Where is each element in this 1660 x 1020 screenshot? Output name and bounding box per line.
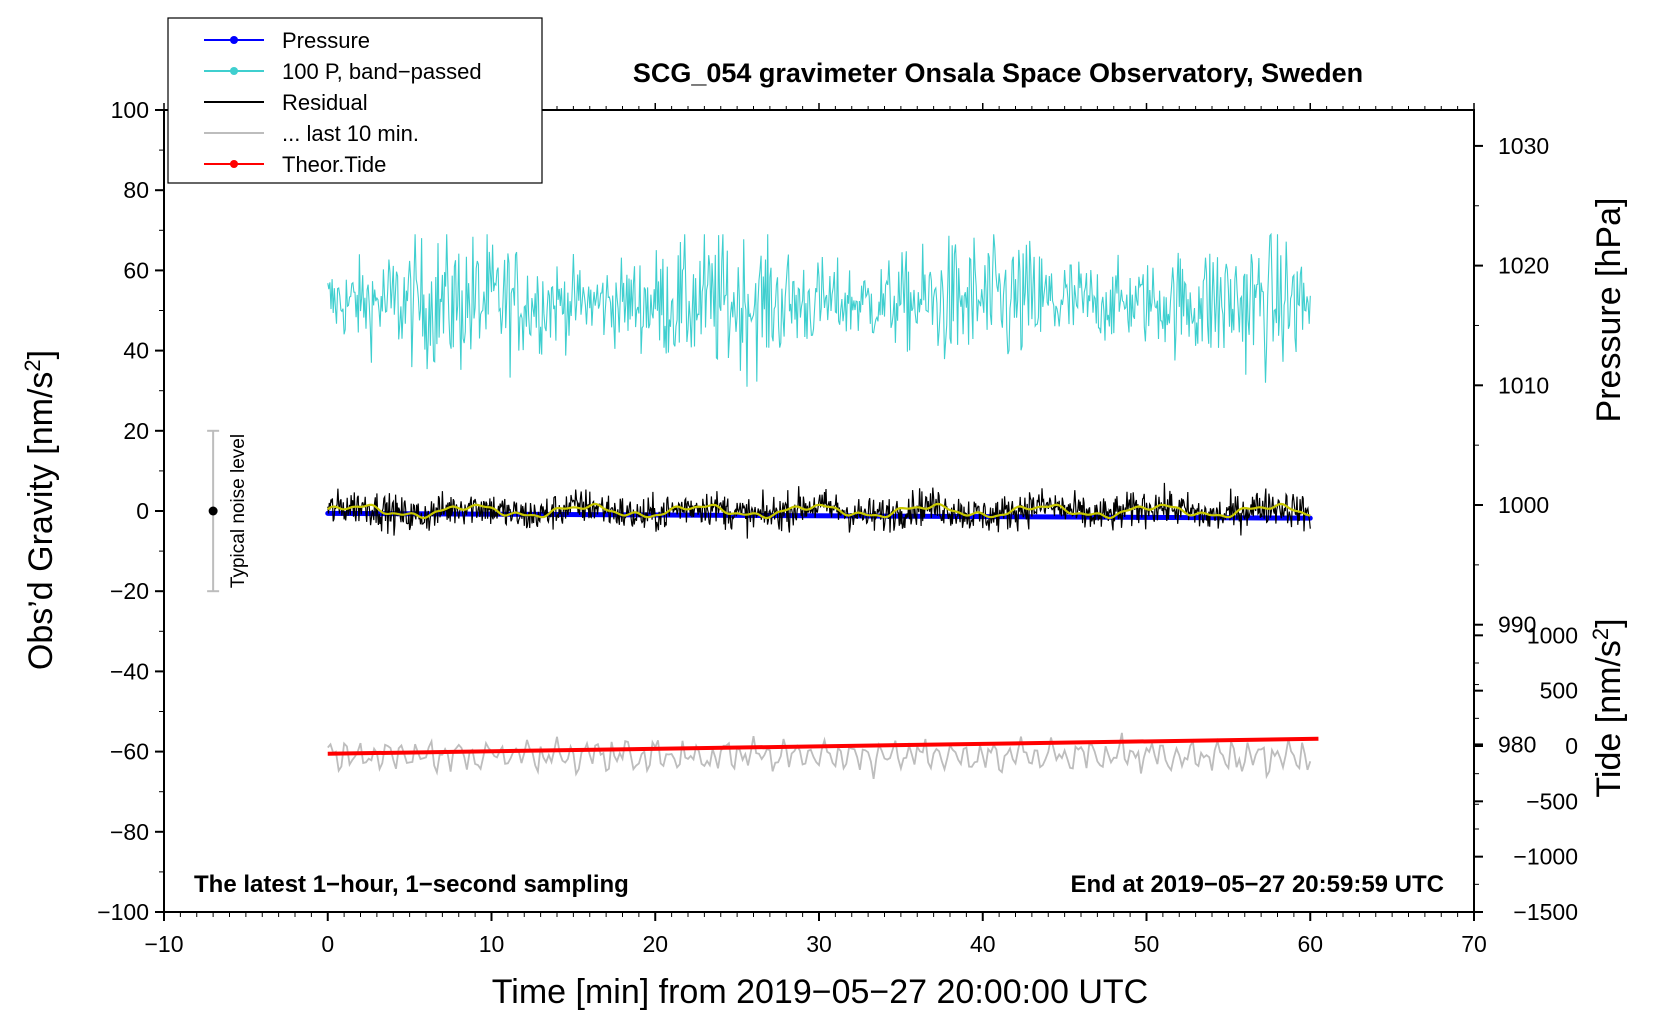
legend-label-4: Theor.Tide (282, 152, 386, 177)
legend-marker-0 (230, 36, 238, 44)
pressure-tick-label-5: 980 (1498, 731, 1536, 757)
y-tick-label-10: −100 (97, 899, 149, 925)
series-pressure (325, 510, 1313, 521)
noise-level-bar: Typical noise level (207, 429, 249, 593)
legend-label-0: Pressure (282, 28, 370, 53)
series-layer (325, 232, 1319, 780)
series-residual (327, 482, 1311, 539)
y-tick-label-4: 20 (123, 418, 149, 444)
y-tick-label-6: −20 (110, 578, 149, 604)
axis-ticks: −10 0 10 20 30 40 50 60 70100806040200−20−40−60−… (97, 97, 1578, 957)
y-tick-label-9: −80 (110, 819, 149, 845)
noise-bar-center (208, 506, 218, 516)
y-axis-left-title: Obs’d Gravity [nm/s2] (20, 350, 61, 670)
x-tick-label-0: −10 (144, 931, 183, 957)
chart-title: SCG_054 gravimeter Onsala Space Observat… (633, 58, 1363, 88)
y-tick-label-8: −60 (110, 739, 149, 765)
x-tick-label-6: 50 (1134, 931, 1160, 957)
tide-axis-title-close: ] (1590, 618, 1628, 627)
pressure-axis-title: Pressure [hPa] (1590, 198, 1628, 423)
series-residual-smoothed (327, 502, 1311, 520)
tide-tick-label-5: −1500 (1513, 899, 1578, 925)
legend-box (167, 17, 543, 184)
annotation-left: The latest 1−hour, 1−second sampling (194, 871, 629, 898)
x-tick-label-5: 40 (970, 931, 996, 957)
legend-label-1: 100 P, band−passed (282, 59, 482, 84)
x-axis-title: Time [min] from 2019−05−27 20:00:00 UTC (492, 973, 1148, 1011)
series-bandpassed-pressure (327, 232, 1311, 387)
x-tick-label-2: 10 (479, 931, 505, 957)
tide-tick-label-3: −500 (1526, 788, 1578, 814)
annotation-right: End at 2019−05−27 20:59:59 UTC (1070, 871, 1444, 898)
y-tick-label-5: 0 (136, 498, 149, 524)
pressure-tick-label-3: 1000 (1498, 492, 1549, 518)
tide-axis-title: Tide [nm/s2] (1588, 618, 1629, 797)
tide-tick-label-0: 1000 (1527, 622, 1578, 648)
y-tick-label-0: 100 (111, 97, 149, 123)
x-tick-label-4: 30 (806, 931, 832, 957)
x-tick-label-1: 0 (321, 931, 334, 957)
y-axis-left-title-sup: 2 (20, 359, 45, 371)
y-tick-label-2: 60 (123, 257, 149, 283)
legend-label-3: ... last 10 min. (282, 121, 419, 146)
y-tick-label-7: −40 (110, 658, 149, 684)
y-axis-left-title-close: ] (22, 350, 60, 359)
tide-axis-title-sup: 2 (1588, 628, 1613, 640)
y-axis-left-title-text: Obs’d Gravity [nm/s (22, 372, 60, 671)
tide-tick-label-4: −1000 (1513, 844, 1578, 870)
x-tick-label-8: 70 (1461, 931, 1487, 957)
pressure-tick-label-2: 1010 (1498, 372, 1549, 398)
pressure-tick-label-0: 1030 (1498, 133, 1549, 159)
pressure-tick-label-1: 1020 (1498, 253, 1549, 279)
y-tick-label-1: 80 (123, 177, 149, 203)
tide-axis-title-text: Tide [nm/s (1590, 640, 1628, 797)
pressure-tick-label-4: 990 (1498, 612, 1536, 638)
noise-level-label: Typical noise level (228, 434, 249, 588)
tide-tick-label-1: 500 (1540, 678, 1578, 704)
legend-marker-4 (230, 160, 238, 168)
x-tick-label-7: 60 (1297, 931, 1323, 957)
x-tick-label-3: 20 (642, 931, 668, 957)
legend: Pressure 100 P, band−passed Residual ... la… (167, 17, 543, 184)
legend-label-2: Residual (282, 90, 368, 115)
legend-marker-1 (230, 67, 238, 75)
tide-tick-label-2: 0 (1565, 733, 1578, 759)
y-tick-label-3: 40 (123, 338, 149, 364)
series-theoretical-tide (327, 736, 1319, 756)
